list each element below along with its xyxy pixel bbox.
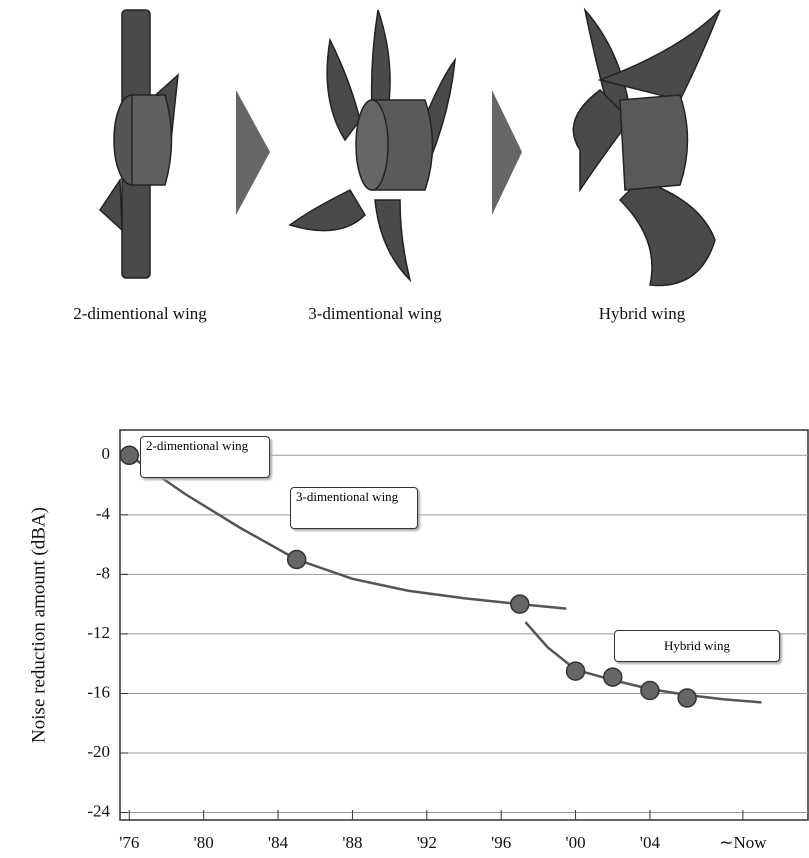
x-tick-label: '84 — [268, 833, 289, 852]
data-point — [119, 445, 140, 466]
y-tick-label: -4 — [96, 504, 111, 523]
data-point — [640, 680, 660, 701]
annotation: 2-dimentional wing — [140, 436, 270, 478]
x-tick-label: '04 — [640, 833, 661, 852]
x-tick-label: ∼Now — [719, 833, 767, 852]
x-tick-label: '96 — [491, 833, 511, 852]
y-tick-label: -8 — [96, 563, 110, 582]
y-tick-label: -16 — [87, 682, 110, 701]
x-tick-label: '80 — [194, 833, 214, 852]
y-tick-label: 0 — [102, 444, 111, 463]
propeller-2d — [99, 9, 179, 279]
arrow — [492, 90, 522, 215]
data-point — [565, 661, 586, 681]
x-tick-label: '88 — [342, 833, 362, 852]
data-point — [677, 688, 697, 708]
illustration-label: 2-dimentional wing — [73, 304, 207, 323]
annotation: 3-dimentional wing — [290, 487, 418, 529]
trend-curve — [524, 621, 762, 704]
y-tick-label: -24 — [87, 801, 110, 820]
annotation: Hybrid wing — [614, 630, 780, 662]
data-point — [603, 667, 623, 687]
propeller-3d — [288, 9, 457, 283]
x-tick-label: '76 — [119, 833, 139, 852]
data-point — [510, 594, 530, 614]
propeller-hybrid — [572, 7, 721, 287]
y-tick-label: -20 — [87, 742, 110, 761]
x-tick-label: '00 — [566, 833, 586, 852]
illustration-label: 3-dimentional wing — [308, 304, 442, 323]
data-point — [286, 549, 307, 570]
y-tick-label: -12 — [87, 623, 110, 642]
illustration-label: Hybrid wing — [599, 304, 686, 323]
x-tick-label: '92 — [417, 833, 437, 852]
trend-curve — [128, 454, 567, 610]
y-axis-label: Noise reduction amount (dBA) — [28, 507, 49, 743]
arrow — [236, 90, 270, 215]
plot-frame — [119, 429, 809, 821]
